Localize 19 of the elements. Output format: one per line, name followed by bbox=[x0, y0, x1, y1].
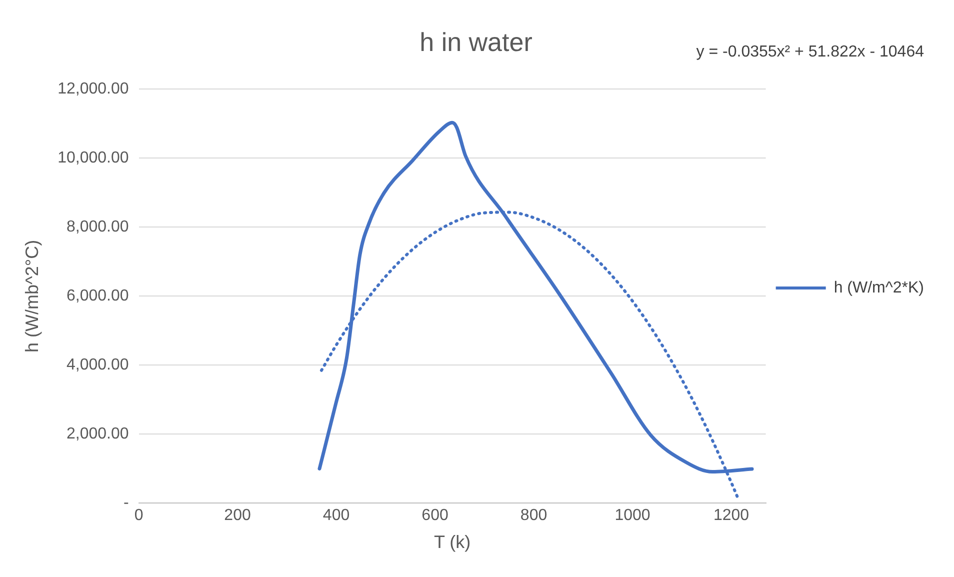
x-tick-label: 400 bbox=[322, 507, 350, 524]
y-tick-label: 12,000.00 bbox=[58, 80, 129, 98]
text: y = -0.0355x² + 51.822x - 10464 bbox=[696, 43, 924, 60]
x-tick-label: 0 bbox=[134, 507, 144, 524]
x-tick-label: 1200 bbox=[713, 507, 750, 524]
y-tick-label: - bbox=[123, 494, 129, 512]
y-tick-label: 8,000.00 bbox=[66, 218, 129, 236]
y-tick-label: 10,000.00 bbox=[58, 150, 129, 167]
legend-label: h (W/m^2*K) bbox=[834, 279, 924, 296]
x-tick-label: 600 bbox=[422, 507, 448, 524]
x-tick-label: 800 bbox=[520, 507, 548, 524]
y-tick-label: 4,000.00 bbox=[66, 356, 129, 374]
x-tick-label: 1000 bbox=[614, 507, 650, 524]
chart-title: h in water bbox=[420, 26, 533, 57]
y-axis-title: h (W/mb^2°C) bbox=[22, 240, 42, 353]
y-tick-label: 6,000.00 bbox=[66, 288, 129, 305]
x-tick-label: 200 bbox=[224, 507, 251, 524]
y-tick-label: 2,000.00 bbox=[66, 426, 129, 443]
x-axis-title: T (k) bbox=[434, 532, 471, 552]
